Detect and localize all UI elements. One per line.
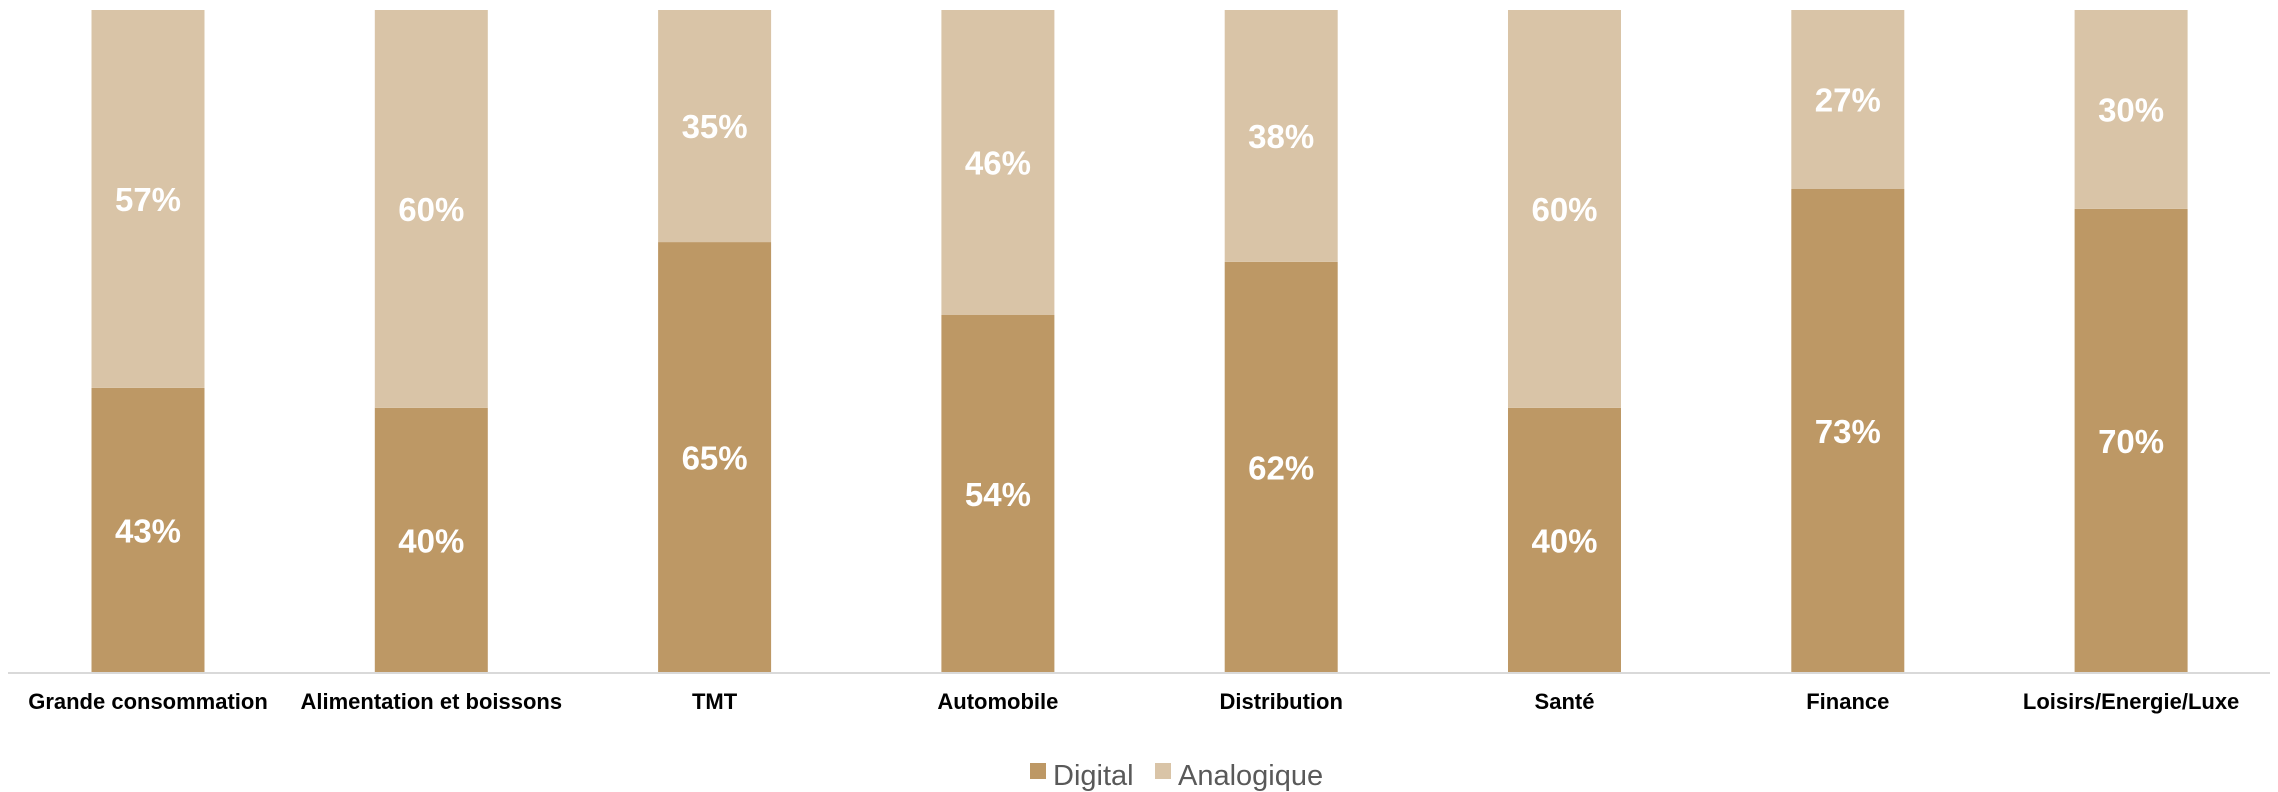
bar-analogique-tmt xyxy=(658,10,772,242)
bar-digital-finance xyxy=(1791,189,1905,673)
bar-digital-alimentation-et-boissons xyxy=(374,407,488,673)
data-label-digital-alimentation-et-boissons: 40% xyxy=(398,522,464,559)
category-label-loisirs-energie-luxe: Loisirs/Energie/Luxe xyxy=(2023,689,2239,714)
bar-digital-automobile xyxy=(941,315,1055,673)
legend-label-digital: Digital xyxy=(1053,760,1134,792)
bar-digital-grande-consommation xyxy=(91,387,205,673)
category-labels: Grande consommation Alimentation et boiss… xyxy=(28,689,2239,714)
data-label-analogique-grande-consommation: 57% xyxy=(115,181,181,218)
bar-digital-distribution xyxy=(1224,261,1338,673)
data-label-analogique-loisirs-energie-luxe: 30% xyxy=(2098,92,2164,129)
data-label-analogique-automobile: 46% xyxy=(965,145,1031,182)
data-label-digital-automobile: 54% xyxy=(965,476,1031,513)
category-label-sante: Santé xyxy=(1535,689,1595,714)
legend-swatch-analogique xyxy=(1155,763,1171,779)
data-label-digital-distribution: 62% xyxy=(1248,450,1314,487)
bar-digital-tmt xyxy=(658,242,772,673)
data-label-digital-loisirs-energie-luxe: 70% xyxy=(2098,423,2164,460)
data-label-digital-tmt: 65% xyxy=(682,440,748,477)
bar-digital-loisirs-energie-luxe xyxy=(2074,208,2188,673)
bar-analogique-grande-consommation xyxy=(91,10,205,388)
data-label-digital-sante: 40% xyxy=(1531,522,1597,559)
data-label-analogique-tmt: 35% xyxy=(682,108,748,145)
data-label-analogique-alimentation-et-boissons: 60% xyxy=(398,191,464,228)
data-label-digital-grande-consommation: 43% xyxy=(115,513,181,550)
bar-analogique-loisirs-energie-luxe xyxy=(2074,10,2188,209)
legend-label-analogique: Analogique xyxy=(1178,760,1323,792)
bars-layer: 43% 57% 40% 60% 65% 35% 54% 46% 62% 38% 40% 60% 73% 2… xyxy=(91,10,2188,673)
category-label-tmt: TMT xyxy=(692,689,738,714)
data-label-analogique-sante: 60% xyxy=(1531,191,1597,228)
bar-digital-sante xyxy=(1508,407,1621,673)
legend-swatch-digital xyxy=(1030,763,1046,779)
category-label-automobile: Automobile xyxy=(937,689,1058,714)
bar-analogique-distribution xyxy=(1224,10,1338,262)
data-label-analogique-distribution: 38% xyxy=(1248,118,1314,155)
bar-analogique-finance xyxy=(1791,10,1905,189)
bar-analogique-alimentation-et-boissons xyxy=(374,10,488,408)
category-label-finance: Finance xyxy=(1806,689,1889,714)
category-label-distribution: Distribution xyxy=(1219,689,1342,714)
legend: Digital Analogique xyxy=(1030,760,1323,792)
data-label-analogique-finance: 27% xyxy=(1815,82,1881,119)
category-label-grande-consommation: Grande consommation xyxy=(28,689,268,714)
bar-analogique-sante xyxy=(1508,10,1621,408)
bar-analogique-automobile xyxy=(941,10,1055,315)
category-label-alimentation-et-boissons: Alimentation et boissons xyxy=(301,689,563,714)
data-label-digital-finance: 73% xyxy=(1815,413,1881,450)
